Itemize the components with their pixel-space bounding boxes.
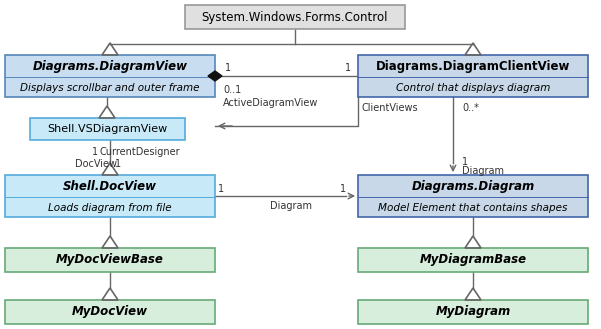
FancyBboxPatch shape	[358, 55, 588, 97]
Text: Diagram: Diagram	[462, 166, 504, 176]
Text: 0..1: 0..1	[223, 85, 241, 95]
Text: Displays scrollbar and outer frame: Displays scrollbar and outer frame	[20, 83, 200, 93]
Text: Diagrams.DiagramView: Diagrams.DiagramView	[32, 60, 188, 73]
Text: DocView: DocView	[75, 159, 117, 169]
Text: MyDocView: MyDocView	[72, 306, 148, 318]
Text: 1: 1	[340, 184, 346, 194]
Text: System.Windows.Forms.Control: System.Windows.Forms.Control	[202, 11, 388, 23]
FancyBboxPatch shape	[185, 5, 405, 29]
Text: Shell.DocView: Shell.DocView	[63, 180, 157, 193]
Text: Shell.VSDiagramView: Shell.VSDiagramView	[47, 124, 168, 134]
FancyBboxPatch shape	[358, 248, 588, 272]
Text: ActiveDiagramView: ActiveDiagramView	[223, 98, 319, 108]
Text: Model Element that contains shapes: Model Element that contains shapes	[378, 203, 568, 213]
FancyBboxPatch shape	[5, 248, 215, 272]
FancyBboxPatch shape	[5, 175, 215, 217]
Text: MyDiagram: MyDiagram	[435, 306, 511, 318]
Text: Diagrams.Diagram: Diagrams.Diagram	[411, 180, 535, 193]
FancyBboxPatch shape	[5, 300, 215, 324]
Text: MyDiagramBase: MyDiagramBase	[419, 254, 526, 266]
Text: 1: 1	[92, 147, 98, 157]
FancyBboxPatch shape	[30, 118, 185, 140]
Text: MyDocViewBase: MyDocViewBase	[56, 254, 164, 266]
FancyBboxPatch shape	[5, 55, 215, 97]
Text: 1: 1	[218, 184, 224, 194]
Text: 1: 1	[115, 159, 121, 169]
Text: Diagrams.DiagramClientView: Diagrams.DiagramClientView	[376, 60, 570, 73]
Text: 1: 1	[462, 157, 468, 167]
Text: ClientViews: ClientViews	[362, 103, 419, 113]
Text: 1: 1	[345, 63, 351, 73]
Text: 0..*: 0..*	[462, 103, 479, 113]
Text: Control that displays diagram: Control that displays diagram	[396, 83, 550, 93]
Polygon shape	[208, 71, 222, 81]
Text: Loads diagram from file: Loads diagram from file	[48, 203, 172, 213]
Text: 1: 1	[225, 63, 231, 73]
Text: Diagram: Diagram	[270, 201, 312, 211]
Text: CurrentDesigner: CurrentDesigner	[100, 147, 181, 157]
FancyBboxPatch shape	[358, 175, 588, 217]
FancyBboxPatch shape	[358, 300, 588, 324]
